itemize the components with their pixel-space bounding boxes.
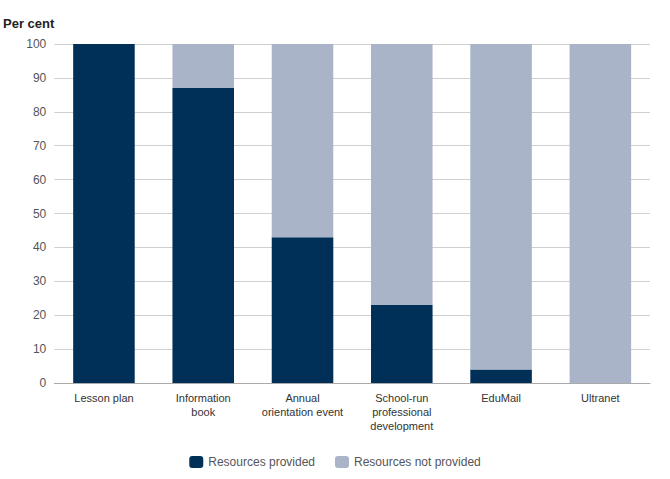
svg-text:EduMail: EduMail: [481, 392, 521, 404]
svg-text:90: 90: [33, 71, 47, 85]
svg-text:Annual: Annual: [285, 392, 319, 404]
svg-text:Resources provided: Resources provided: [208, 455, 315, 469]
svg-text:development: development: [370, 420, 433, 432]
svg-text:10: 10: [33, 342, 47, 356]
svg-text:Per cent: Per cent: [3, 16, 55, 31]
svg-text:70: 70: [33, 139, 47, 153]
svg-text:40: 40: [33, 240, 47, 254]
svg-text:School-run: School-run: [375, 392, 428, 404]
svg-text:80: 80: [33, 105, 47, 119]
svg-text:20: 20: [33, 308, 47, 322]
svg-text:Information: Information: [176, 392, 231, 404]
svg-text:30: 30: [33, 274, 47, 288]
svg-text:professional: professional: [372, 406, 431, 418]
svg-text:orientation event: orientation event: [262, 406, 343, 418]
svg-text:50: 50: [33, 207, 47, 221]
svg-text:Resources not provided: Resources not provided: [354, 455, 481, 469]
svg-text:Lesson plan: Lesson plan: [74, 392, 133, 404]
svg-text:book: book: [191, 406, 215, 418]
svg-text:0: 0: [40, 376, 47, 390]
svg-text:100: 100: [26, 37, 46, 51]
svg-text:60: 60: [33, 173, 47, 187]
svg-text:Ultranet: Ultranet: [581, 392, 620, 404]
